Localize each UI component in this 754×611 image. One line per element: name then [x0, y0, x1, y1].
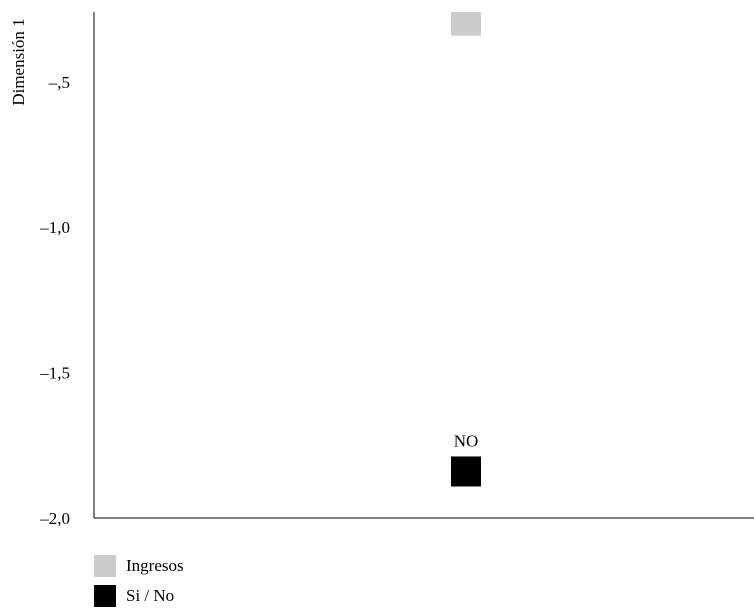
y-tick-label: –,5: [48, 73, 70, 92]
legend-item-si-no: Si / No: [94, 581, 184, 611]
legend-label-ingresos: Ingresos: [126, 556, 184, 575]
legend-swatch-si-no: [94, 585, 116, 607]
y-tick-label: –1,5: [39, 364, 70, 383]
legend-label-si-no: Si / No: [126, 586, 175, 605]
y-tick-label: –1,0: [39, 218, 70, 237]
y-tick-labels: –,5 –1,0 –1,5 –2,0: [39, 73, 70, 528]
legend-swatch-ingresos: [94, 555, 116, 577]
data-points: NO: [451, 12, 481, 487]
legend-item-ingresos: Ingresos: [94, 551, 184, 581]
y-axis-title: Dimensión 1: [9, 18, 28, 105]
y-tick-label: –2,0: [39, 509, 70, 528]
legend: Ingresos Si / No: [94, 551, 184, 611]
data-point-si-no: [451, 456, 481, 487]
data-point-ingresos: [451, 12, 481, 36]
data-label: NO: [454, 431, 479, 450]
